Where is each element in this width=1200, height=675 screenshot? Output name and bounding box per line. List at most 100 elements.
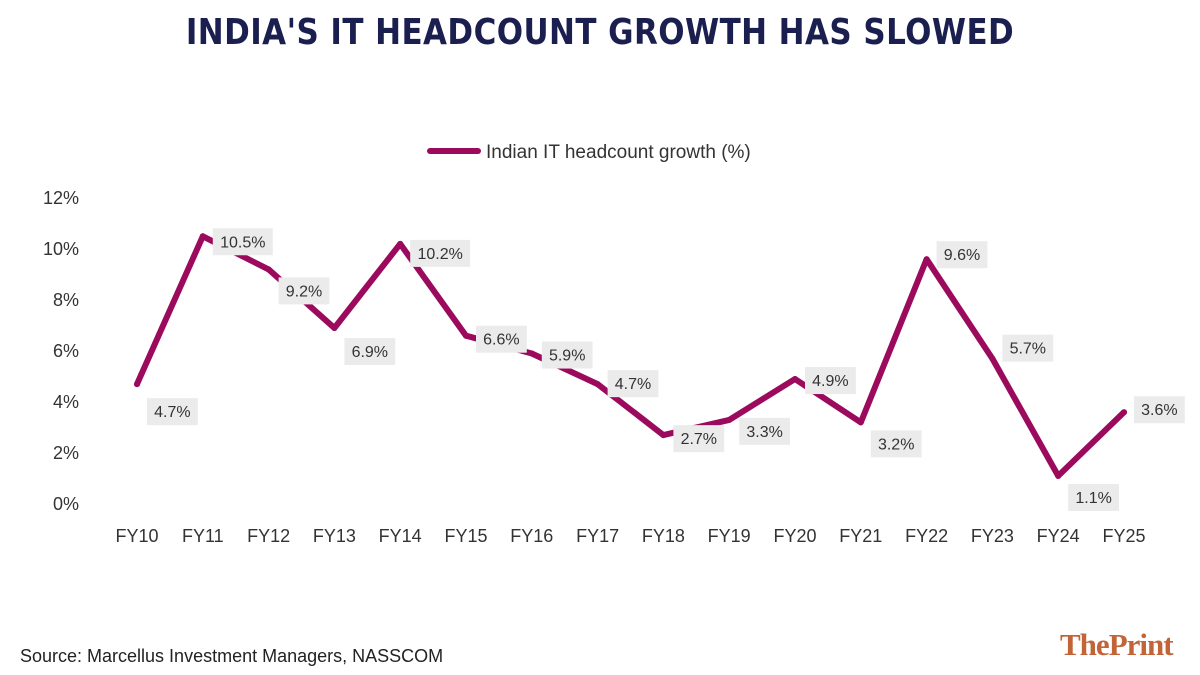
x-tick-label: FY20 [773, 526, 816, 546]
data-label-text: 5.9% [549, 348, 585, 365]
data-label-box [212, 228, 273, 256]
data-label: 9.6% [936, 241, 988, 269]
data-label-box [410, 239, 471, 267]
y-tick-label: 4% [53, 392, 79, 412]
data-point [989, 355, 996, 362]
chart-title: INDIA'S IT HEADCOUNT GROWTH HAS SLOWED [185, 12, 1015, 53]
data-label-text: 4.7% [154, 404, 190, 421]
data-point [463, 332, 469, 339]
data-point [1055, 472, 1062, 479]
data-label: 4.7% [147, 398, 198, 426]
x-tick-label: FY19 [708, 526, 751, 546]
data-label-text: 4.9% [812, 373, 848, 390]
data-label: 5.9% [541, 341, 593, 369]
data-point [923, 256, 930, 263]
x-tick-label: FY14 [379, 526, 422, 546]
data-label-text: 3.2% [878, 436, 914, 453]
x-tick-label: FY11 [182, 526, 224, 546]
data-point [397, 240, 404, 247]
data-label-text: 4.7% [615, 376, 651, 393]
data-label: 2.7% [673, 425, 725, 453]
x-tick-label: FY16 [510, 526, 553, 546]
data-point [134, 381, 140, 388]
data-label: 10.5% [212, 228, 273, 256]
data-point [726, 416, 733, 423]
data-label-box [805, 367, 856, 395]
data-label: 6.9% [344, 338, 396, 366]
data-label: 3.3% [739, 417, 790, 445]
data-label-text: 3.3% [746, 424, 782, 441]
data-label-box [673, 425, 725, 453]
data-label: 4.9% [805, 367, 856, 395]
data-label-box [607, 370, 659, 398]
data-point [857, 419, 864, 426]
data-label-text: 3.6% [1141, 402, 1177, 419]
x-tick-label: FY25 [1102, 526, 1145, 546]
data-label-text: 5.7% [1010, 341, 1046, 358]
data-label-box [344, 338, 396, 366]
data-label-box [1068, 483, 1119, 511]
x-tick-label: FY21 [839, 526, 882, 546]
data-label: 4.7% [607, 370, 659, 398]
data-label-text: 2.7% [681, 431, 717, 448]
data-label: 1.1% [1068, 483, 1119, 511]
y-tick-label: 0% [53, 494, 79, 514]
x-tick-label: FY17 [576, 526, 619, 546]
data-point [265, 266, 272, 273]
x-tick-label: FY24 [1037, 526, 1080, 546]
data-label-text: 1.1% [1075, 490, 1111, 507]
data-label-box [1002, 334, 1054, 362]
source-note: Source: Marcellus Investment Managers, N… [20, 646, 444, 666]
data-point [1121, 409, 1127, 416]
legend: Indian IT headcount growth (%) [427, 142, 751, 163]
data-label: 3.6% [1134, 396, 1185, 424]
theprint-logo[interactable]: ThePrint [1060, 627, 1174, 663]
x-tick-label: FY12 [247, 526, 290, 546]
data-label-box [541, 341, 593, 369]
x-tick-label: FY13 [313, 526, 356, 546]
x-tick-label: FY10 [115, 526, 158, 546]
y-tick-label: 10% [43, 239, 79, 259]
data-point [331, 325, 338, 332]
data-point [660, 432, 667, 439]
data-label-text: 6.9% [352, 344, 388, 361]
y-tick-label: 2% [53, 443, 79, 463]
data-label-text: 9.6% [944, 247, 980, 264]
data-label-box [278, 277, 330, 305]
data-point [594, 381, 601, 388]
data-label: 6.6% [476, 325, 527, 353]
x-tick-label: FY23 [971, 526, 1014, 546]
x-tick-label: FY15 [444, 526, 487, 546]
data-label-text: 9.2% [286, 283, 322, 300]
legend-label: Indian IT headcount growth (%) [486, 142, 751, 163]
y-tick-label: 12% [43, 188, 79, 208]
data-label-text: 10.5% [220, 234, 265, 251]
data-point [199, 233, 206, 240]
data-label: 9.2% [278, 277, 330, 305]
data-label: 10.2% [410, 239, 471, 267]
data-label-box [739, 417, 790, 445]
series-line-headcount-growth [134, 233, 1127, 479]
data-point [792, 376, 798, 383]
y-tick-label: 8% [53, 290, 79, 310]
y-axis: 0% 2% 4% 6% 8% 10% 12% [43, 188, 79, 514]
data-label-box [870, 430, 922, 458]
data-labels: 4.7% 10.5% 9.2% 6.9% 10.2% 6.6% 5.9% 4.7% 2.7% 3.… [147, 228, 1185, 511]
data-point [528, 350, 535, 357]
data-label-box [1134, 396, 1185, 424]
data-label-text: 6.6% [483, 332, 519, 349]
data-label: 3.2% [870, 430, 922, 458]
y-tick-label: 6% [53, 341, 79, 361]
logo-print: Print [1108, 627, 1174, 662]
data-label-box [936, 241, 988, 269]
series [134, 233, 1127, 479]
x-tick-label: FY22 [905, 526, 948, 546]
x-axis: FY10 FY11 FY12 FY13 FY14 FY15 FY16 FY17 FY18 FY19… [115, 526, 1145, 546]
x-tick-label: FY18 [642, 526, 685, 546]
data-label-box [476, 325, 527, 353]
data-label: 5.7% [1002, 334, 1054, 362]
data-label-text: 10.2% [418, 246, 463, 263]
data-label-box [147, 398, 198, 426]
logo-the: The [1060, 627, 1110, 662]
